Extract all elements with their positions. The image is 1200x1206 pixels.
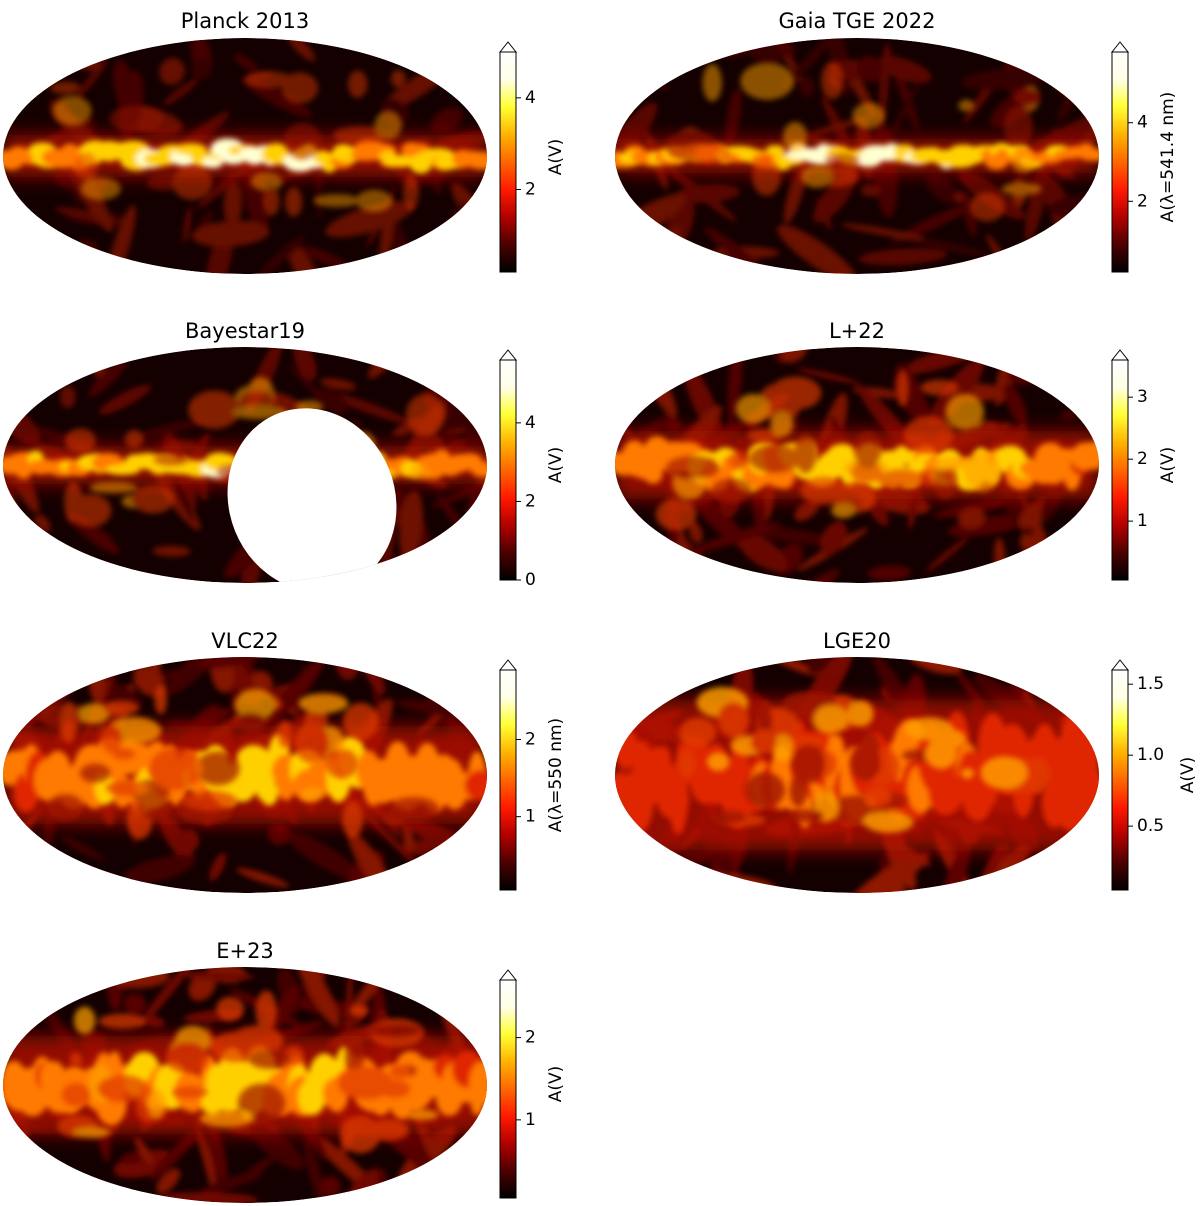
colorbar-tick-label: 0 <box>525 570 536 590</box>
colorbar-tick-label: 1.5 <box>1137 674 1164 694</box>
mollweide-map <box>3 967 487 1203</box>
colorbar: 0.5 1.0 1.5 A(V) <box>1110 659 1198 891</box>
dust-plumes <box>665 61 1042 222</box>
colorbar-tick-label: 3 <box>1137 387 1148 407</box>
dust-plumes <box>670 687 1051 833</box>
panel-3: Bayestar19 0 2 4 A(V) <box>3 319 566 590</box>
panel-6: LGE20 0.5 1.0 1.5 A(V) <box>615 629 1198 893</box>
colorbar-tick-label: 1.0 <box>1137 745 1164 765</box>
colorbar-tick-label: 1 <box>525 807 536 827</box>
panel-title: Gaia TGE 2022 <box>778 9 935 33</box>
colorbar-tick-label: 2 <box>1137 191 1148 211</box>
dust-plumes <box>57 990 439 1154</box>
colorbar-label: A(V) <box>546 447 566 484</box>
colorbar-tick-label: 1 <box>1137 511 1148 531</box>
mollweide-map <box>615 38 1099 274</box>
mollweide-map <box>3 347 487 583</box>
panel-title: LGE20 <box>823 629 891 653</box>
mollweide-map <box>3 657 487 893</box>
colorbar-tick-label: 2 <box>1137 449 1148 469</box>
colorbar-label: A(V) <box>546 139 566 176</box>
colorbar: 1 2 A(λ=550 nm) <box>498 659 566 891</box>
panel-1: Planck 2013 2 4 A(V) <box>3 9 566 274</box>
colorbar: 2 4 A(V) <box>498 41 566 273</box>
panel-title: E+23 <box>216 939 274 963</box>
colorbar-label: A(V) <box>1158 447 1178 484</box>
colorbar-tick-label: 2 <box>525 729 536 749</box>
mollweide-map <box>615 347 1099 583</box>
colorbar-tick-label: 4 <box>525 413 536 433</box>
mollweide-map <box>3 38 487 274</box>
colorbar-label: A(V) <box>546 1066 566 1103</box>
dust-plumes <box>49 69 419 217</box>
panel-5: VLC22 1 2 A(λ=550 nm) <box>3 629 566 893</box>
galactic-plane <box>3 1046 487 1126</box>
colorbar: 2 4 A(λ=541.4 nm) <box>1110 41 1178 273</box>
colorbar-label: A(V) <box>1178 757 1198 794</box>
colorbar-label: A(λ=541.4 nm) <box>1158 92 1178 223</box>
colorbar-tick-label: 1 <box>525 1110 536 1130</box>
colorbar-tick-label: 4 <box>525 88 536 108</box>
panel-title: Bayestar19 <box>185 319 305 343</box>
galactic-plane <box>3 138 487 174</box>
dust-plumes <box>655 369 1001 531</box>
panel-title: Planck 2013 <box>181 9 310 33</box>
colorbar: 0 2 4 A(V) <box>498 349 566 590</box>
panel-2: Gaia TGE 2022 2 4 A(λ=541.4 nm) <box>615 9 1178 274</box>
colorbar-tick-label: 4 <box>1137 113 1148 133</box>
colorbar-tick-label: 2 <box>525 1028 536 1048</box>
colorbar-tick-label: 0.5 <box>1137 816 1164 836</box>
no-data-region <box>227 408 397 583</box>
panel-7: E+23 1 2 A(V) <box>3 939 566 1203</box>
colorbar-tick-label: 2 <box>525 180 536 200</box>
panel-4: L+22 1 2 3 A(V) <box>615 319 1178 583</box>
colorbar-label: A(λ=550 nm) <box>546 718 566 832</box>
colorbar: 1 2 3 A(V) <box>1110 349 1178 581</box>
panel-title: VLC22 <box>211 629 278 653</box>
colorbar: 1 2 A(V) <box>498 969 566 1199</box>
dust-plumes <box>38 685 439 840</box>
colorbar-tick-label: 2 <box>525 491 536 511</box>
panel-title: L+22 <box>829 319 885 343</box>
mollweide-map <box>615 657 1099 893</box>
